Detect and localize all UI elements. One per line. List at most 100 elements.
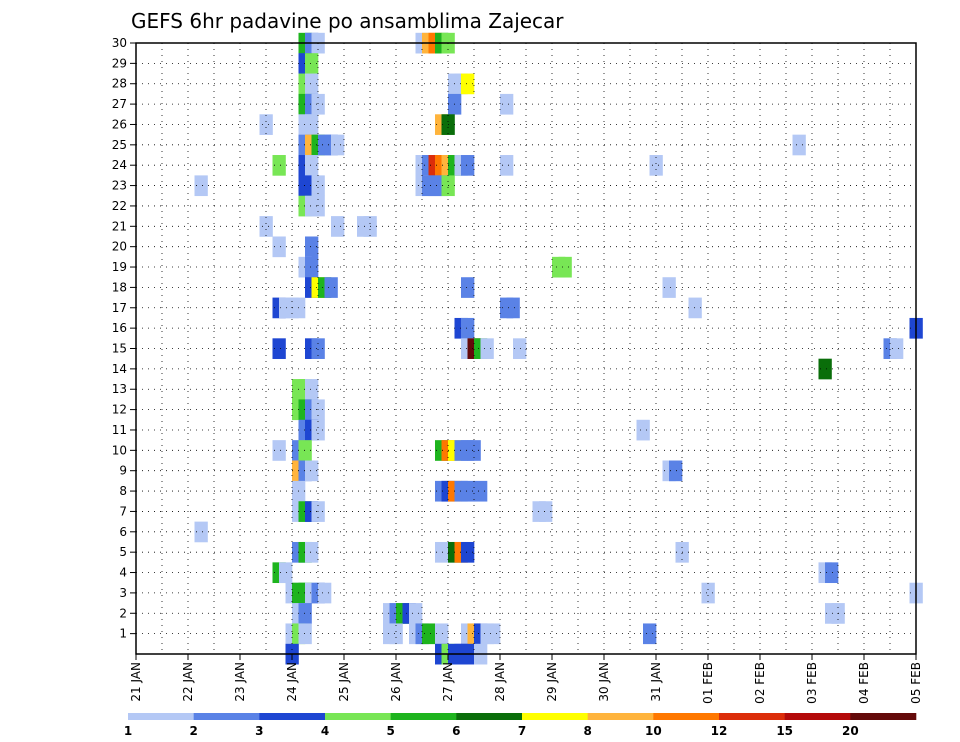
- x-tick-label-15: 05 FEB: [909, 662, 923, 704]
- heatmap-cell-104: [272, 440, 286, 461]
- heatmap-cell-124: [474, 480, 488, 502]
- heatmap-cell-106: [298, 440, 312, 461]
- heatmap-cell-163: [298, 623, 312, 645]
- heatmap-cell-153: [298, 603, 312, 624]
- heatmap-cell-30: [331, 134, 345, 156]
- heatmap-cell-71: [662, 277, 676, 298]
- y-tick-label-6: 6: [119, 525, 127, 539]
- y-tick-label-2: 2: [119, 606, 127, 620]
- x-tick-label-13: 03 FEB: [805, 662, 819, 704]
- heatmap-cell-115: [305, 460, 319, 482]
- y-tick-label-20: 20: [112, 240, 127, 254]
- y-tick-label-29: 29: [112, 56, 127, 70]
- colorbar-segment-6: [522, 713, 588, 720]
- y-tick-label-22: 22: [112, 199, 127, 213]
- heatmap-cell-103: [636, 419, 650, 441]
- heatmap-cell-158: [409, 603, 423, 624]
- heatmap-cell-149: [318, 582, 332, 604]
- heatmap-cell-43: [500, 155, 514, 176]
- colorbar-segment-0: [128, 713, 194, 720]
- x-tick-label-6: 27 JAN: [441, 662, 455, 702]
- heatmap-cell-95: [305, 379, 319, 400]
- colorbar-label-4: 5: [386, 724, 394, 738]
- y-tick-label-9: 9: [119, 464, 127, 478]
- heatmap-cell-45: [194, 175, 208, 197]
- heatmap-cell-56: [259, 216, 273, 237]
- heatmap-cell-165: [389, 623, 403, 645]
- colorbar-label-6: 7: [518, 724, 526, 738]
- colorbar-label-8: 10: [645, 724, 662, 738]
- heatmap-cell-92: [818, 358, 832, 380]
- y-tick-label-28: 28: [112, 77, 127, 91]
- heatmap-cell-65: [558, 256, 572, 278]
- heatmap-cell-168: [422, 623, 436, 645]
- heatmap-cell-61: [305, 236, 319, 258]
- heatmap-cell-82: [272, 338, 286, 359]
- y-tick-label-27: 27: [112, 97, 127, 111]
- y-tick-label-12: 12: [112, 403, 127, 417]
- heatmap-cell-22: [305, 114, 319, 135]
- heatmap-cell-46: [298, 175, 312, 197]
- heatmap-cell-123: [461, 480, 475, 502]
- x-tick-label-2: 23 JAN: [233, 662, 247, 702]
- heatmap-cell-138: [461, 541, 475, 563]
- colorbar-segment-4: [390, 713, 457, 720]
- heatmap-cell-32: [272, 155, 286, 176]
- heatmap-cell-112: [467, 440, 481, 461]
- y-tick-label-11: 11: [112, 423, 127, 437]
- heatmap-cell-19: [500, 93, 514, 115]
- y-tick-label-18: 18: [112, 280, 127, 294]
- y-tick-label-26: 26: [112, 117, 127, 131]
- colorbar-label-3: 4: [321, 724, 329, 738]
- heatmap-cell-89: [513, 338, 527, 359]
- y-tick-label-16: 16: [112, 321, 127, 335]
- y-tick-label-3: 3: [119, 586, 127, 600]
- colorbar-label-1: 2: [189, 724, 197, 738]
- heatmap-cell-42: [461, 155, 475, 176]
- colorbar-label-5: 6: [452, 724, 460, 738]
- colorbar-label-7: 8: [583, 724, 591, 738]
- x-axis-ticks: 21 JAN 22 JAN 23 JAN 24 JAN 25 JAN 26 JAN 27 J…: [129, 654, 923, 704]
- colorbar-segment-9: [719, 713, 785, 720]
- y-tick-label-19: 19: [112, 260, 127, 274]
- y-tick-label-23: 23: [112, 179, 127, 193]
- heatmap-cell-134: [305, 541, 319, 563]
- colorbar-segment-7: [587, 713, 654, 720]
- heatmap-cell-57: [331, 216, 345, 237]
- heatmap-cell-80: [461, 317, 475, 339]
- y-tick-label-10: 10: [112, 443, 127, 457]
- y-tick-label-24: 24: [112, 158, 127, 172]
- colorbar-segment-11: [850, 713, 917, 720]
- heatmap-cell-17: [311, 93, 325, 115]
- heatmap-cell-130: [539, 501, 553, 522]
- heatmap-cell-102: [311, 419, 325, 441]
- x-tick-label-11: 01 FEB: [701, 662, 715, 704]
- heatmap-cell-117: [669, 460, 683, 482]
- colorbar-label-11: 20: [842, 724, 859, 738]
- x-tick-label-1: 22 JAN: [181, 662, 195, 702]
- heatmap-cell-9: [305, 53, 319, 74]
- heatmap-cell-60: [272, 236, 286, 258]
- x-tick-label-8: 29 JAN: [545, 662, 559, 702]
- heatmap-cell-174: [487, 623, 501, 645]
- heatmap-cell-31: [792, 134, 806, 156]
- x-tick-label-7: 28 JAN: [493, 662, 507, 702]
- colorbar-label-2: 3: [255, 724, 263, 738]
- heatmap-cells: [194, 32, 923, 665]
- heatmap-cell-34: [305, 155, 319, 176]
- y-tick-label-17: 17: [112, 301, 127, 315]
- heatmap-cell-143: [825, 562, 839, 584]
- heatmap-cell-141: [279, 562, 293, 584]
- heatmap-cell-88: [480, 338, 494, 359]
- colorbar-label-9: 12: [711, 724, 728, 738]
- heatmap-cell-69: [324, 277, 338, 298]
- colorbar-segment-5: [456, 713, 523, 720]
- heatmap-cell-63: [305, 256, 319, 278]
- heatmap-cell-175: [643, 623, 657, 645]
- y-tick-label-4: 4: [119, 566, 127, 580]
- colorbar-segment-8: [653, 713, 720, 720]
- x-tick-label-3: 24 JAN: [285, 662, 299, 702]
- colorbar-label-10: 15: [776, 724, 793, 738]
- x-tick-label-10: 31 JAN: [649, 662, 663, 702]
